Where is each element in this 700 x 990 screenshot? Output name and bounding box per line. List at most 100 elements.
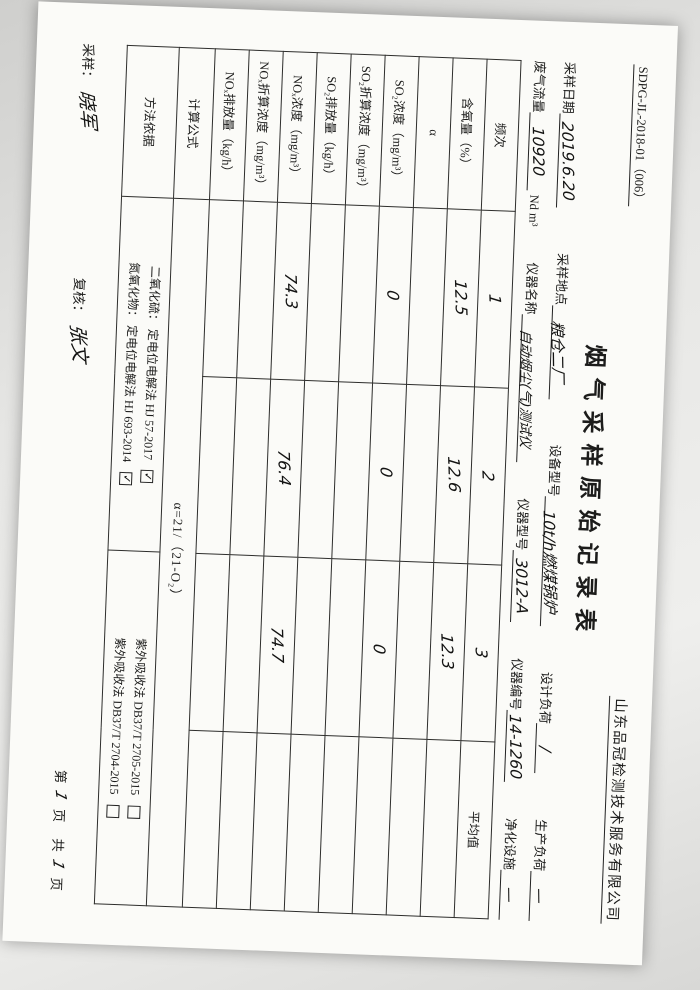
data-cell bbox=[399, 384, 441, 563]
field-label: 仪器编号 bbox=[507, 657, 525, 711]
sampling-location-blank: 粮仓二厂 bbox=[547, 304, 571, 400]
data-cell: 74.3 bbox=[270, 202, 312, 381]
field-instrument-serial: 仪器编号 14-1260 bbox=[503, 657, 528, 783]
data-cell: 12.6 bbox=[433, 385, 475, 564]
data-cell: 0 bbox=[365, 383, 407, 562]
purification-blank: — bbox=[498, 869, 519, 921]
field-label: 设备型号 bbox=[545, 444, 563, 497]
row-label: SO₂折算浓度（mg/m³） bbox=[345, 53, 386, 207]
field-sampling-location: 采样地点 粮仓二厂 bbox=[547, 252, 574, 400]
data-cell: 76.4 bbox=[263, 379, 305, 558]
handwritten-value: 12.5 bbox=[450, 279, 472, 317]
sampling-data-table: 频次 1 2 3 平均值 含氧量（%） 12.5 12.6 12.3 α SO₂… bbox=[94, 45, 522, 920]
checkbox-checked-icon: ✓ bbox=[119, 472, 134, 486]
data-cell bbox=[297, 380, 339, 559]
data-cell bbox=[202, 199, 244, 378]
row-label-frequency: 频次 bbox=[481, 59, 522, 212]
alpha-formula: α=21/（21-O₂） bbox=[167, 502, 187, 603]
data-cell-avg bbox=[216, 731, 258, 910]
field-sampling-date: 采样日期 2019.6.20 bbox=[555, 62, 581, 209]
handwritten-instrument-model: 3012-A bbox=[511, 557, 531, 615]
handwritten-value: 2 bbox=[478, 469, 498, 483]
data-cell-avg bbox=[386, 738, 427, 917]
sampler-label: 采样： bbox=[79, 43, 96, 85]
instrument-name-blank: 自动烟尘(气)测试仪 bbox=[516, 314, 540, 463]
handwritten-page-current: 1 bbox=[51, 788, 71, 804]
handwritten-page-total: 1 bbox=[49, 856, 68, 873]
handwritten-instrument-serial: 14-1260 bbox=[505, 713, 525, 780]
handwritten-date: 2019.6.20 bbox=[558, 120, 578, 202]
data-cell: 12.5 bbox=[440, 208, 482, 387]
handwritten-value: 0 bbox=[383, 289, 403, 302]
data-cell-avg bbox=[182, 730, 224, 909]
checkbox-empty-icon bbox=[127, 805, 142, 819]
field-label: 采样地点 bbox=[553, 252, 571, 306]
data-cell bbox=[195, 376, 237, 555]
handwritten-equipment: 10t/h燃煤锅炉 bbox=[539, 509, 560, 614]
form-code: SDPG-JL-2018-01（006） bbox=[628, 64, 655, 208]
frequency-cell-1: 1 bbox=[474, 210, 516, 389]
data-cell-avg bbox=[284, 734, 326, 913]
data-cell bbox=[291, 557, 332, 736]
handwritten-value: 12.6 bbox=[444, 455, 465, 494]
data-cell: 0 bbox=[358, 559, 400, 739]
sampler-field: 采样： 晓军 bbox=[75, 43, 107, 129]
frequency-cell-avg: 平均值 bbox=[454, 740, 495, 919]
scanned-form-page: SDPG-JL-2018-01（006） 山东品冠检测技术服务有限公司 烟气采样… bbox=[2, 1, 678, 966]
row-label-formula: 计算公式 bbox=[173, 47, 216, 200]
row-label: 含氧量（%） bbox=[447, 57, 488, 211]
field-instrument-model: 仪器型号 3012-A bbox=[510, 498, 534, 623]
row-label: NOₓ折算浓度（mg/m³） bbox=[243, 50, 284, 203]
instrument-serial-blank: 14-1260 bbox=[503, 709, 525, 783]
data-cell: 12.3 bbox=[426, 562, 468, 741]
equipment-model-blank: 10t/h燃煤锅炉 bbox=[540, 496, 563, 627]
handwritten-value: 12.3 bbox=[437, 632, 458, 671]
data-cell bbox=[189, 553, 230, 732]
reviewer-signature: 张文 bbox=[65, 323, 92, 364]
data-cell-avg bbox=[250, 732, 292, 912]
field-label: 仪器名称 bbox=[522, 262, 540, 315]
row-label: SO₂浓度（mg/m³） bbox=[379, 55, 420, 208]
gas-flow-unit: Nd m³ bbox=[526, 194, 542, 227]
field-production-load: 生产负荷 — bbox=[528, 819, 552, 922]
row-label: NOₓ浓度（mg/m³） bbox=[277, 51, 318, 204]
handwritten-value: 0 bbox=[376, 465, 396, 479]
row-label: α bbox=[413, 56, 454, 209]
field-purification: 净化设施 — bbox=[498, 817, 522, 921]
data-cell bbox=[392, 561, 434, 740]
handwritten-production-load: — bbox=[530, 887, 549, 905]
handwritten-gas-flow: 10920 bbox=[528, 126, 548, 178]
row-label: NOₓ排放量（kg/h） bbox=[209, 48, 250, 201]
page-word: 页 bbox=[48, 876, 64, 892]
data-cell bbox=[229, 377, 271, 556]
field-label: 仪器型号 bbox=[513, 498, 531, 551]
handwritten-value: 74.7 bbox=[267, 626, 288, 664]
handwritten-value: 1 bbox=[485, 293, 505, 306]
handwritten-value: 3 bbox=[471, 646, 491, 660]
instrument-model-blank: 3012-A bbox=[510, 549, 531, 623]
data-cell bbox=[406, 207, 448, 386]
frequency-cell-2: 2 bbox=[467, 386, 509, 566]
handwritten-location: 粮仓二厂 bbox=[547, 320, 567, 384]
data-cell: 74.7 bbox=[257, 555, 298, 735]
field-label: 废气流量 bbox=[530, 60, 548, 113]
sampling-date-blank: 2019.6.20 bbox=[555, 113, 578, 209]
page-word: 页 bbox=[50, 808, 67, 823]
data-cell bbox=[325, 558, 366, 737]
handwritten-design-load: / bbox=[536, 745, 555, 753]
reviewer-label: 复核： bbox=[70, 277, 87, 319]
page-word: 共 bbox=[49, 837, 66, 853]
production-load-blank: — bbox=[528, 870, 549, 922]
data-cell bbox=[338, 204, 380, 384]
handwritten-value: 74.3 bbox=[280, 272, 302, 311]
field-label: 设计负荷 bbox=[537, 671, 555, 725]
gas-flow-blank: 10920 bbox=[526, 112, 548, 192]
data-cell-avg bbox=[352, 736, 393, 915]
data-cell bbox=[236, 200, 278, 380]
data-cell-avg bbox=[318, 735, 359, 914]
data-cell bbox=[331, 381, 373, 560]
data-cell bbox=[304, 203, 346, 382]
field-label: 净化设施 bbox=[501, 817, 519, 871]
field-gas-flow: 废气流量 10920 Nd m³ bbox=[525, 60, 550, 227]
